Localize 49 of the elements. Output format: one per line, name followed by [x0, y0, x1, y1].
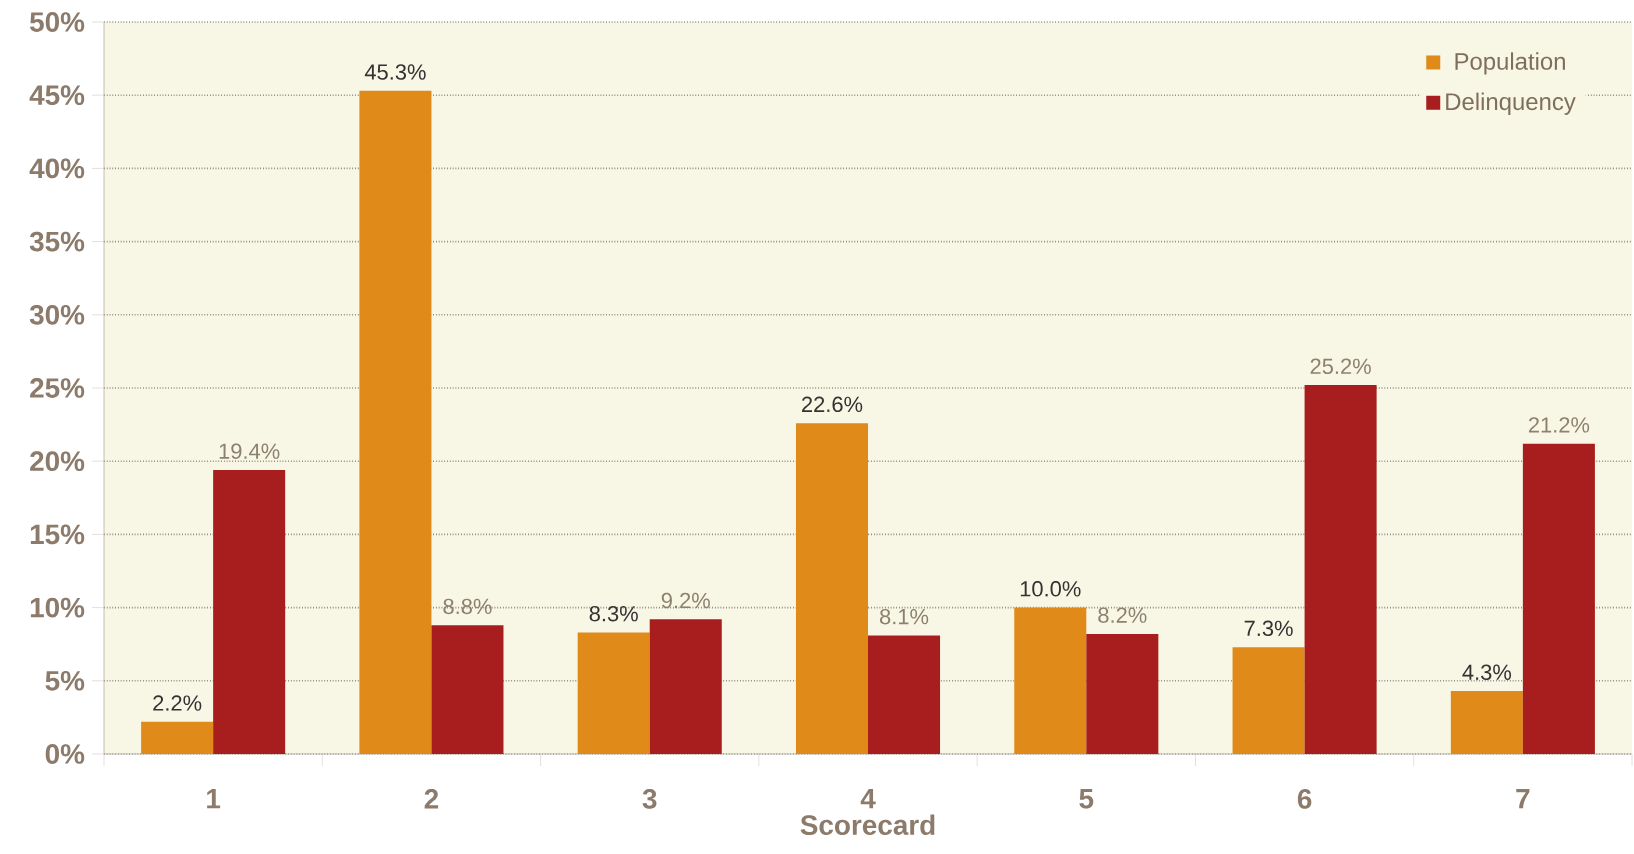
y-tick-label: 30%: [29, 304, 85, 325]
y-tick-label: 10%: [30, 597, 85, 618]
y-tick-label: 15%: [30, 524, 85, 545]
bar: [577, 632, 650, 754]
bar: [868, 635, 941, 754]
data-label: 7.3%: [1244, 620, 1293, 637]
y-tick-label: 40%: [29, 158, 85, 179]
data-label: 22.6%: [802, 396, 863, 413]
x-tick-label: 7: [1516, 789, 1530, 809]
bar: [1450, 691, 1523, 754]
data-label: 8.2%: [1098, 607, 1147, 623]
bar: [213, 469, 286, 754]
y-tick-label: 45%: [29, 85, 85, 106]
x-axis-title: Scorecard: [800, 814, 935, 836]
x-tick-label: 2: [424, 789, 439, 809]
y-tick-label: 35%: [29, 231, 85, 252]
bar: [1232, 647, 1305, 754]
y-tick-label: 20%: [30, 451, 85, 472]
data-label: 45.3%: [364, 64, 426, 80]
x-tick-label: 1: [207, 789, 221, 809]
y-tick-label: 25%: [30, 378, 85, 398]
bar: [359, 90, 432, 754]
bar: [1014, 607, 1087, 754]
x-tick-label: 4: [860, 789, 876, 809]
data-label: 10.0%: [1020, 581, 1081, 597]
bar: [141, 721, 214, 754]
data-label: 2.2%: [153, 695, 202, 711]
data-label: 4.3%: [1462, 664, 1512, 681]
y-tick-label: 0%: [45, 744, 85, 764]
bar: [1086, 633, 1159, 754]
legend-label: Population: [1455, 52, 1565, 75]
legend-label: Delinquency: [1446, 92, 1576, 115]
data-label: 21.2%: [1528, 417, 1590, 433]
data-label: 8.1%: [879, 608, 929, 625]
x-tick-label: 5: [1079, 789, 1094, 809]
bar: [1304, 385, 1377, 754]
bar: [795, 423, 869, 754]
data-label: 25.2%: [1310, 358, 1371, 375]
bar: [431, 625, 504, 754]
x-tick-label: 3: [642, 789, 657, 809]
x-tick-label: 6: [1297, 789, 1312, 809]
data-label: 8.8%: [443, 598, 492, 615]
y-tick-label: 5%: [45, 670, 85, 691]
data-label: 8.3%: [589, 605, 638, 622]
bar: [1522, 443, 1595, 754]
bar: [649, 619, 722, 754]
data-label: 19.4%: [219, 443, 280, 459]
data-label: 9.2%: [661, 592, 710, 609]
y-tick-label: 50%: [29, 12, 85, 32]
